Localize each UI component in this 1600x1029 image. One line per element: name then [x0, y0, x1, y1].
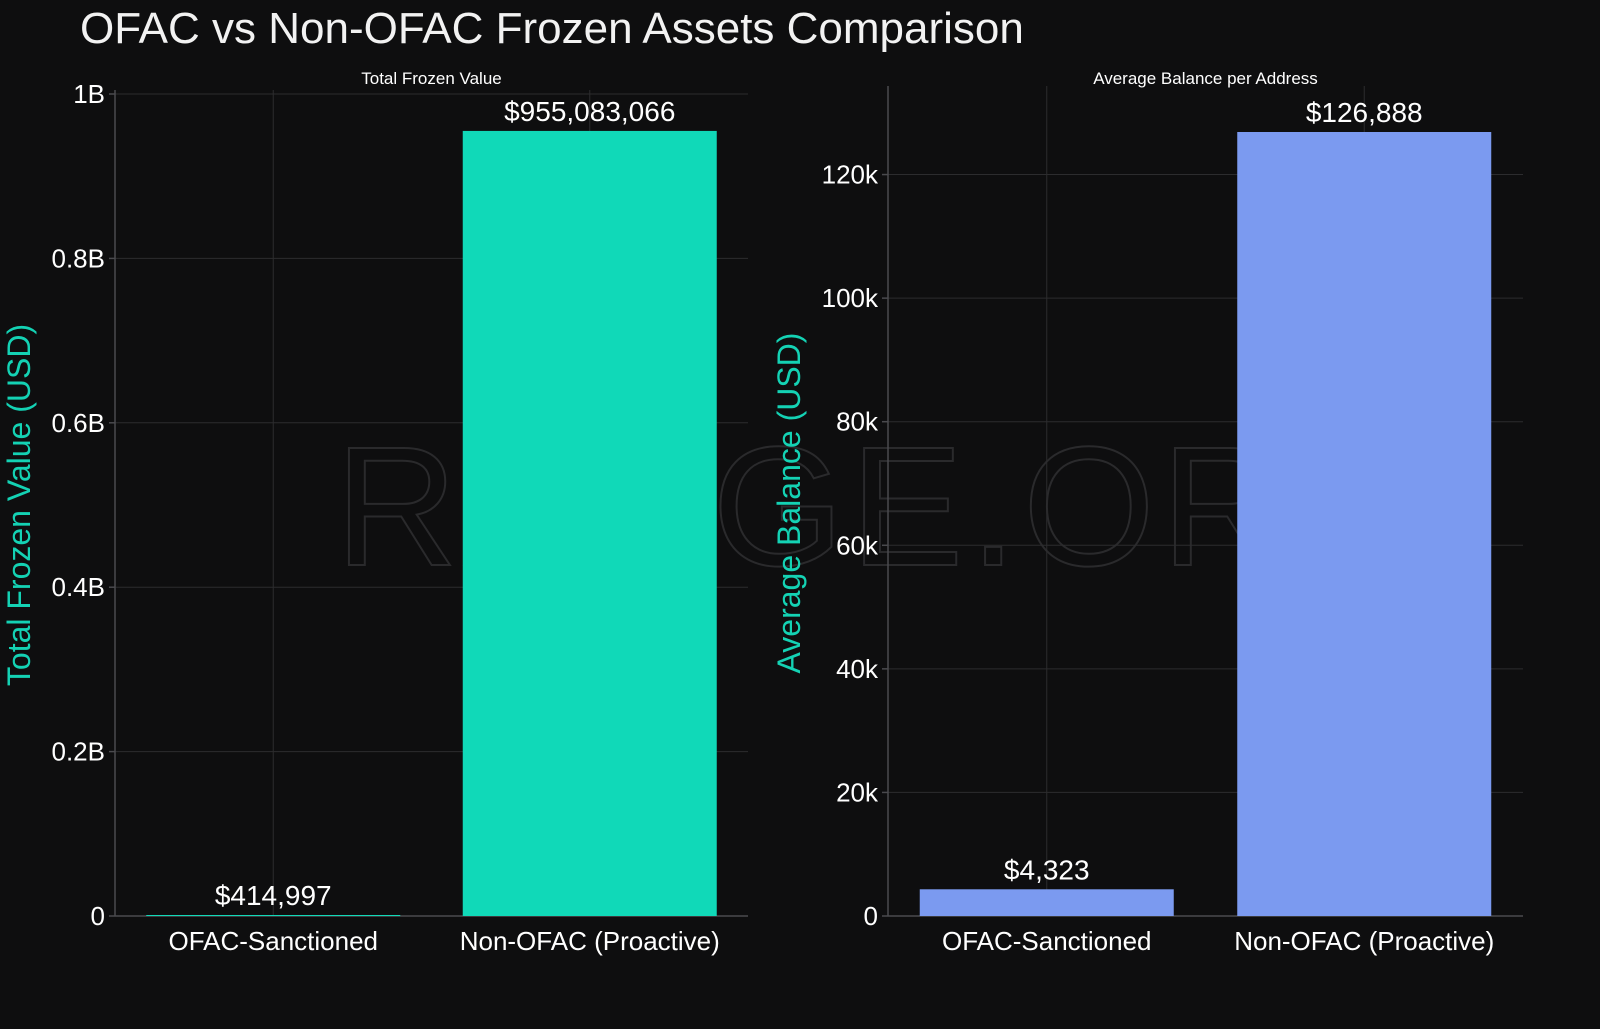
figure-title: OFAC vs Non-OFAC Frozen Assets Compariso… [80, 4, 1024, 53]
y-tick-label: 0.4B [52, 572, 106, 602]
subplot-title: Average Balance per Address [1093, 69, 1318, 88]
bar-non-ofac [1237, 132, 1492, 916]
data-label: $955,083,066 [504, 96, 675, 127]
y-tick-label: 0.8B [52, 243, 106, 273]
panel-left: 0 0.2B 0.4B 0.6B 0.8B 1B $414,997 OFAC-Sanction… [1, 69, 748, 956]
data-label: $126,888 [1306, 97, 1423, 128]
y-tick-label: 0.2B [52, 737, 106, 767]
y-tick-label: 1B [73, 79, 105, 109]
y-tick-label: 80k [836, 407, 879, 437]
y-tick-label: 0.6B [52, 408, 106, 438]
x-tick-label: Non-OFAC (Proactive) [460, 926, 720, 956]
y-tick-label: 40k [836, 654, 879, 684]
y-tick-label: 60k [836, 530, 879, 560]
y-axis-title: Average Balance (USD) [771, 333, 807, 674]
bar-ofac [919, 889, 1174, 916]
bar-non-ofac [462, 130, 717, 916]
bar-ofac [146, 915, 401, 916]
y-tick-label: 0 [864, 901, 878, 931]
y-tick-label: 0 [91, 901, 105, 931]
x-tick-label: Non-OFAC (Proactive) [1234, 926, 1494, 956]
data-label: $414,997 [215, 880, 332, 911]
y-tick-label: 120k [822, 160, 879, 190]
y-axis-title: Total Frozen Value (USD) [1, 324, 37, 686]
subplot-title: Total Frozen Value [361, 69, 501, 88]
y-tick-label: 20k [836, 777, 879, 807]
data-label: $4,323 [1004, 854, 1090, 885]
x-tick-label: OFAC-Sanctioned [168, 926, 378, 956]
y-tick-label: 100k [822, 283, 879, 313]
panel-right: 0 20k 40k 60k 80k 100k 120k $4,323 OFAC-Sanction… [771, 69, 1523, 956]
x-tick-label: OFAC-Sanctioned [942, 926, 1152, 956]
